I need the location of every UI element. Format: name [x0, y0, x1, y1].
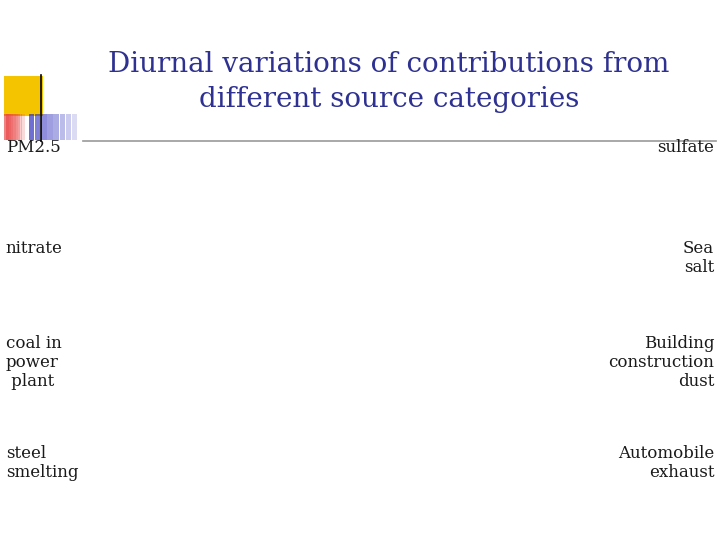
Bar: [19, 114, 22, 140]
Text: nitrate: nitrate: [6, 240, 63, 257]
Bar: [21, 114, 24, 140]
Bar: [4, 76, 43, 116]
Bar: [35, 114, 40, 140]
Bar: [48, 114, 53, 140]
Text: Building
construction
dust: Building construction dust: [608, 335, 714, 390]
Bar: [4, 114, 9, 140]
Bar: [66, 114, 71, 140]
Text: Automobile
exhaust: Automobile exhaust: [618, 446, 714, 482]
Bar: [6, 114, 12, 140]
Bar: [41, 114, 47, 140]
Bar: [11, 114, 16, 140]
Bar: [53, 114, 59, 140]
Bar: [9, 114, 14, 140]
Text: steel
smelting: steel smelting: [6, 446, 78, 482]
Text: coal in
power
 plant: coal in power plant: [6, 335, 61, 390]
Text: Diurnal variations of contributions from
different source categories: Diurnal variations of contributions from…: [108, 51, 670, 113]
Text: PM2.5: PM2.5: [6, 139, 60, 156]
Bar: [16, 114, 20, 140]
Text: sulfate: sulfate: [657, 139, 714, 156]
Bar: [60, 114, 65, 140]
Bar: [14, 114, 18, 140]
Bar: [72, 114, 78, 140]
Bar: [29, 114, 35, 140]
Text: Sea
salt: Sea salt: [683, 240, 714, 276]
